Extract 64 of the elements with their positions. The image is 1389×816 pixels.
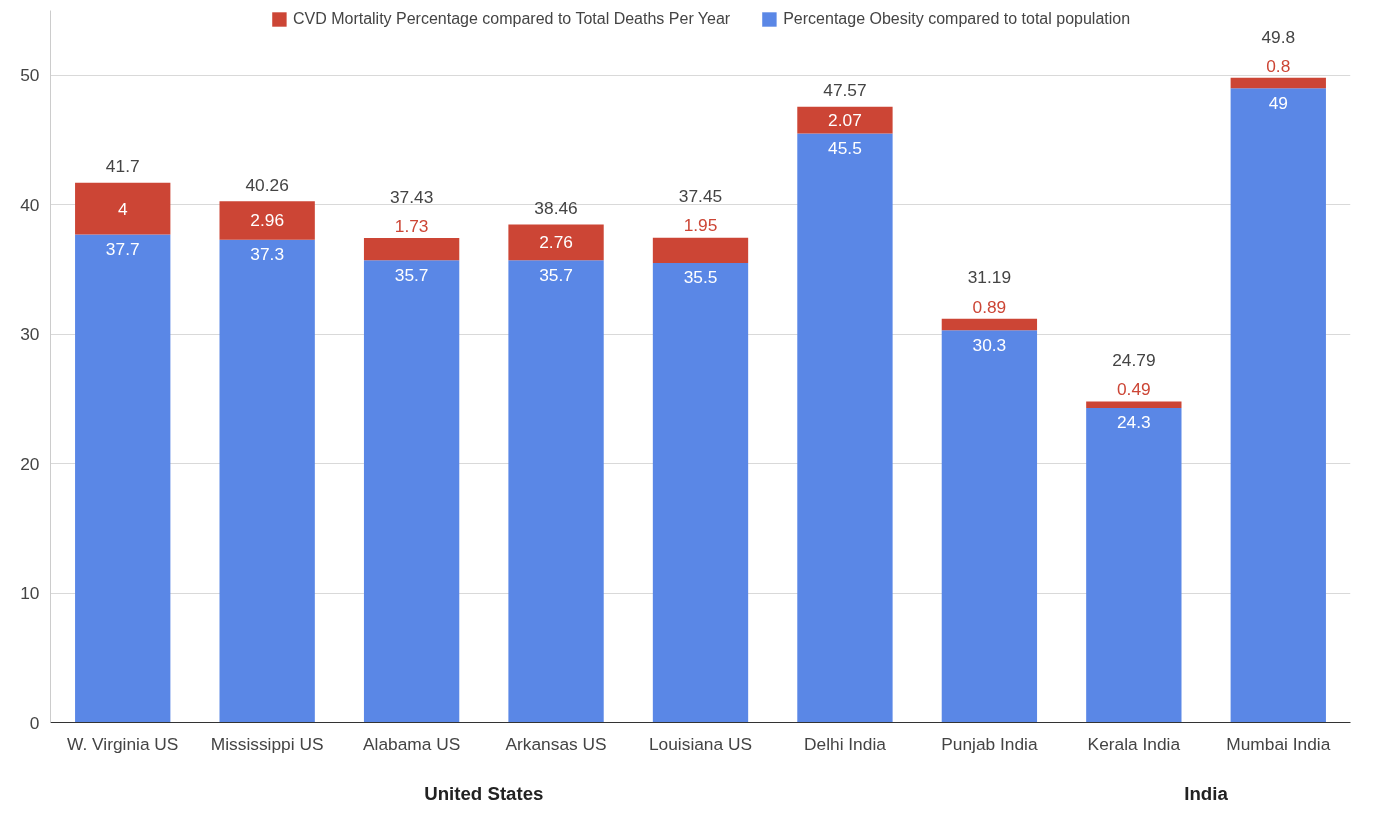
data-label: 0.89: [972, 296, 1007, 317]
bar: [75, 234, 171, 723]
text: India: [1184, 782, 1229, 804]
data-label: 1.73: [394, 215, 429, 236]
y-tick-label: 10: [20, 583, 40, 604]
total-label: 31.19: [967, 267, 1012, 288]
bar: [1230, 88, 1326, 723]
total-label: 49.8: [1261, 26, 1296, 47]
y-tick-label: 30: [20, 324, 40, 345]
data-label: 45.5: [828, 138, 862, 159]
x-tick-label: Delhi India: [804, 733, 887, 754]
data-label: 35.7: [394, 264, 429, 285]
x-tick-label: W. Virginia US: [67, 733, 179, 754]
x-tick-label: Mumbai India: [1226, 733, 1331, 754]
y-tick-label: 50: [20, 65, 40, 86]
bar: [797, 106, 893, 134]
total-label: 40.26: [245, 174, 289, 195]
x-tick-label: Arkansas US: [505, 733, 607, 754]
total-label: 47.57: [823, 80, 867, 101]
bar: [941, 330, 1038, 723]
data-label: 0.8: [1266, 55, 1291, 76]
bar: [219, 239, 315, 723]
bar: [1086, 401, 1182, 408]
bar: [508, 224, 604, 261]
total-label: 37.45: [678, 186, 723, 207]
bar: [75, 182, 171, 235]
legend-label: Percentage Obesity compared to total population: [783, 10, 1131, 28]
bar: [1230, 77, 1326, 89]
data-label: 2.96: [250, 210, 285, 231]
total-label: 37.43: [389, 186, 434, 207]
bar: [797, 133, 893, 723]
bar: [652, 262, 749, 723]
data-label: 2.76: [539, 232, 573, 253]
data-label: 1.95: [683, 215, 718, 236]
data-label: 35.5: [683, 267, 718, 288]
total-label: 41.7: [105, 156, 140, 177]
data-label: 4: [117, 198, 128, 219]
x-tick-label: Kerala India: [1087, 733, 1181, 754]
data-label: 37.3: [250, 244, 285, 265]
x-tick-label: Mississippi US: [210, 733, 324, 754]
data-label: 30.3: [972, 334, 1007, 355]
bar: [363, 237, 460, 261]
bar: [508, 260, 604, 723]
data-label: 35.7: [539, 264, 573, 285]
x-tick-label: Louisiana US: [648, 733, 753, 754]
bar: [219, 201, 315, 240]
y-tick-label: 20: [20, 453, 40, 474]
total-label: 38.46: [534, 198, 578, 219]
data-label: 0.49: [1116, 379, 1151, 400]
bar: [1086, 407, 1182, 723]
bar: [652, 237, 749, 263]
bar: [941, 318, 1038, 331]
x-tick-label: Alabama US: [362, 733, 461, 754]
y-tick-label: 0: [29, 712, 40, 733]
data-label: 2.07: [828, 110, 862, 131]
legend-label: CVD Mortality Percentage compared to Total Deaths Per Year: [292, 10, 731, 28]
text: United States: [424, 782, 544, 804]
x-tick-label: Punjab India: [941, 733, 1038, 754]
data-label: 37.7: [105, 238, 140, 259]
total-label: 24.79: [1112, 350, 1156, 371]
data-label: 24.3: [1116, 412, 1151, 433]
y-tick-label: 40: [20, 194, 40, 215]
bar: [363, 260, 460, 723]
data-label: 49: [1268, 92, 1288, 113]
